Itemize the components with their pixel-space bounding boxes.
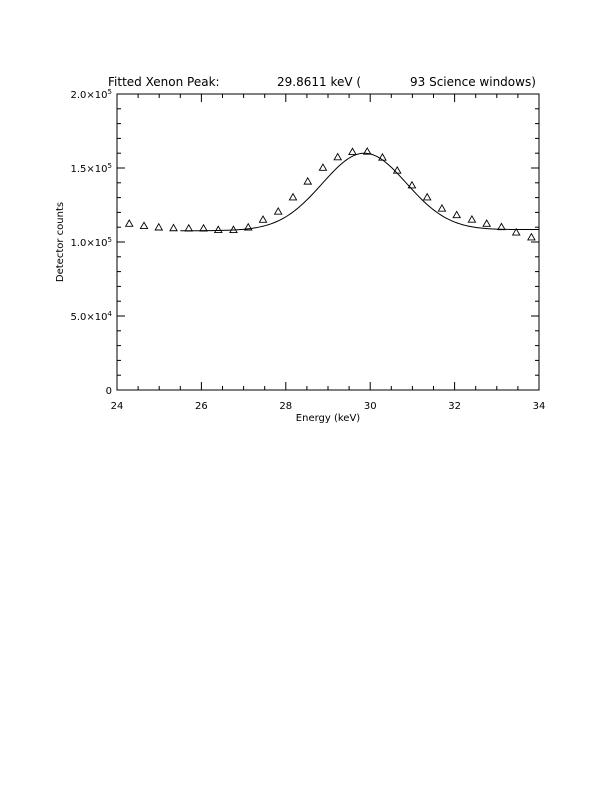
data-point-triangle <box>407 180 417 189</box>
plot-frame <box>116 93 540 391</box>
y-tick-labels: 0 5.0×104 1.0×105 1.5×105 2.0×105 <box>71 88 113 397</box>
data-points <box>124 147 536 241</box>
y-tick-label: 2.0×105 <box>71 88 112 101</box>
data-point-triangle <box>273 206 283 215</box>
title-part-1: Fitted Xenon Peak: <box>108 75 220 89</box>
data-point-triangle <box>497 222 506 231</box>
data-point-triangle <box>482 219 492 227</box>
data-point-triangle <box>437 203 447 212</box>
data-point-triangle <box>124 219 134 227</box>
data-point-triangle <box>348 147 357 155</box>
data-point-triangle <box>303 176 313 185</box>
y-tick-label: 1.0×105 <box>71 236 112 249</box>
data-point-triangle <box>333 152 343 161</box>
y-tick-label: 0 <box>106 386 112 397</box>
data-point-triangle <box>213 225 223 233</box>
axis-ticks <box>116 93 540 391</box>
data-point-triangle <box>527 232 536 241</box>
data-point-triangle <box>184 223 194 232</box>
data-point-triangle <box>362 147 372 155</box>
data-point-triangle <box>392 165 402 174</box>
data-point-triangle <box>288 192 298 201</box>
data-point-triangle <box>422 192 432 201</box>
x-tick-labels: 24 26 28 30 32 34 <box>111 401 546 412</box>
data-point-triangle <box>378 152 387 161</box>
y-tick-label: 5.0×104 <box>71 310 113 323</box>
y-axis-label: Detector counts <box>55 202 66 282</box>
data-point-triangle <box>199 223 208 232</box>
data-point-triangle <box>139 221 149 229</box>
data-point-triangle <box>318 163 328 171</box>
y-tick-label: 1.5×105 <box>71 162 112 175</box>
x-tick-label: 30 <box>364 401 377 412</box>
x-tick-label: 28 <box>279 401 292 412</box>
data-point-triangle <box>169 223 178 232</box>
data-point-triangle <box>229 225 238 233</box>
data-point-triangle <box>511 227 521 236</box>
data-point-triangle <box>452 210 462 219</box>
x-tick-label: 26 <box>195 401 208 412</box>
data-point-triangle <box>467 214 477 223</box>
plot-title: Fitted Xenon Peak: 29.8611 keV ( 93 Scie… <box>108 75 536 89</box>
data-point-triangle <box>243 222 253 231</box>
title-part-2: 29.8611 keV ( <box>277 75 361 89</box>
data-point-triangle <box>154 222 164 231</box>
x-tick-label: 24 <box>111 401 124 412</box>
fit-curve <box>180 152 540 232</box>
x-axis-label: Energy (keV) <box>296 413 361 424</box>
title-part-3: 93 Science windows) <box>410 75 536 89</box>
x-tick-label: 32 <box>448 401 461 412</box>
x-tick-label: 34 <box>533 401 546 412</box>
data-point-triangle <box>258 215 268 223</box>
